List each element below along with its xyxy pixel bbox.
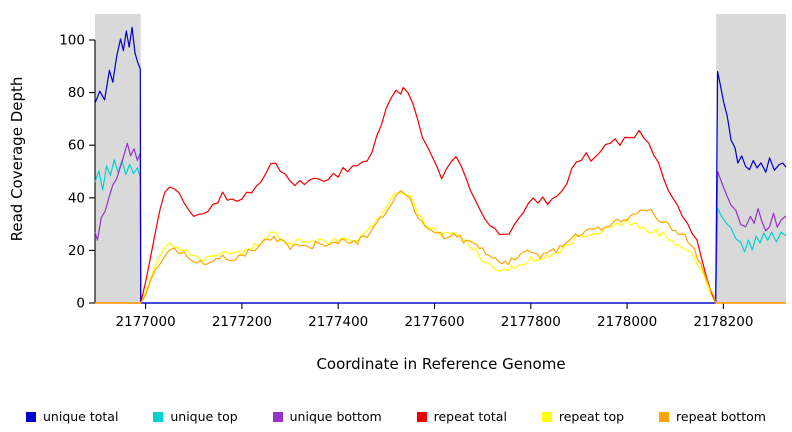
series-line-unique-total [94,26,787,304]
legend-swatch [153,411,164,422]
y-tick-label: 0 [76,296,85,312]
y-axis-title: Read Coverage Depth [8,76,26,242]
plot-canvas: 0 20 40 60 80 100 2177000 2177200 2177400 2177600… [59,14,787,330]
x-tick-label: 2177800 [501,314,561,330]
x-tick-label: 2177200 [212,314,272,330]
x-tick-label: 2177600 [404,314,464,330]
legend-item-unique-total: unique total [26,409,118,424]
legend-swatch [659,411,670,422]
x-tick-label: 2177400 [308,314,368,330]
x-axis-title: Coordinate in Reference Genome [316,355,566,373]
legend-swatch [416,411,427,422]
legend-label: repeat bottom [676,409,766,424]
legend-label: repeat total [433,409,507,424]
y-tick-label: 40 [68,190,85,206]
series-line-repeat-bottom [95,190,786,304]
x-tick-label: 2177000 [116,314,176,330]
series-line-repeat-total [95,86,786,304]
legend-label: unique top [170,409,238,424]
legend-item-unique-top: unique top [153,409,238,424]
legend: unique total unique top unique bottom repea… [26,409,766,424]
legend-item-repeat-bottom: repeat bottom [659,409,766,424]
y-tick-label: 80 [68,85,85,101]
legend-swatch [272,411,283,422]
y-tick-label: 60 [68,138,85,154]
series-line-unique-bottom [94,142,787,304]
legend-label: repeat top [558,409,625,424]
x-tick-label: 2178200 [693,314,753,330]
legend-label: unique total [43,409,119,424]
shaded-region [716,14,786,303]
x-tick-label: 2178000 [597,314,657,330]
legend-item-repeat-total: repeat total [416,409,507,424]
y-tick-label: 100 [59,33,85,49]
legend-label: unique bottom [289,409,382,424]
y-tick-label: 20 [68,243,85,259]
legend-swatch [541,411,552,422]
series-line-unique-top [94,159,787,304]
series-line-repeat-top [95,191,786,304]
legend-item-unique-bottom: unique bottom [272,409,382,424]
legend-item-repeat-top: repeat top [541,409,625,424]
legend-swatch [26,411,36,422]
shaded-region [95,14,141,303]
